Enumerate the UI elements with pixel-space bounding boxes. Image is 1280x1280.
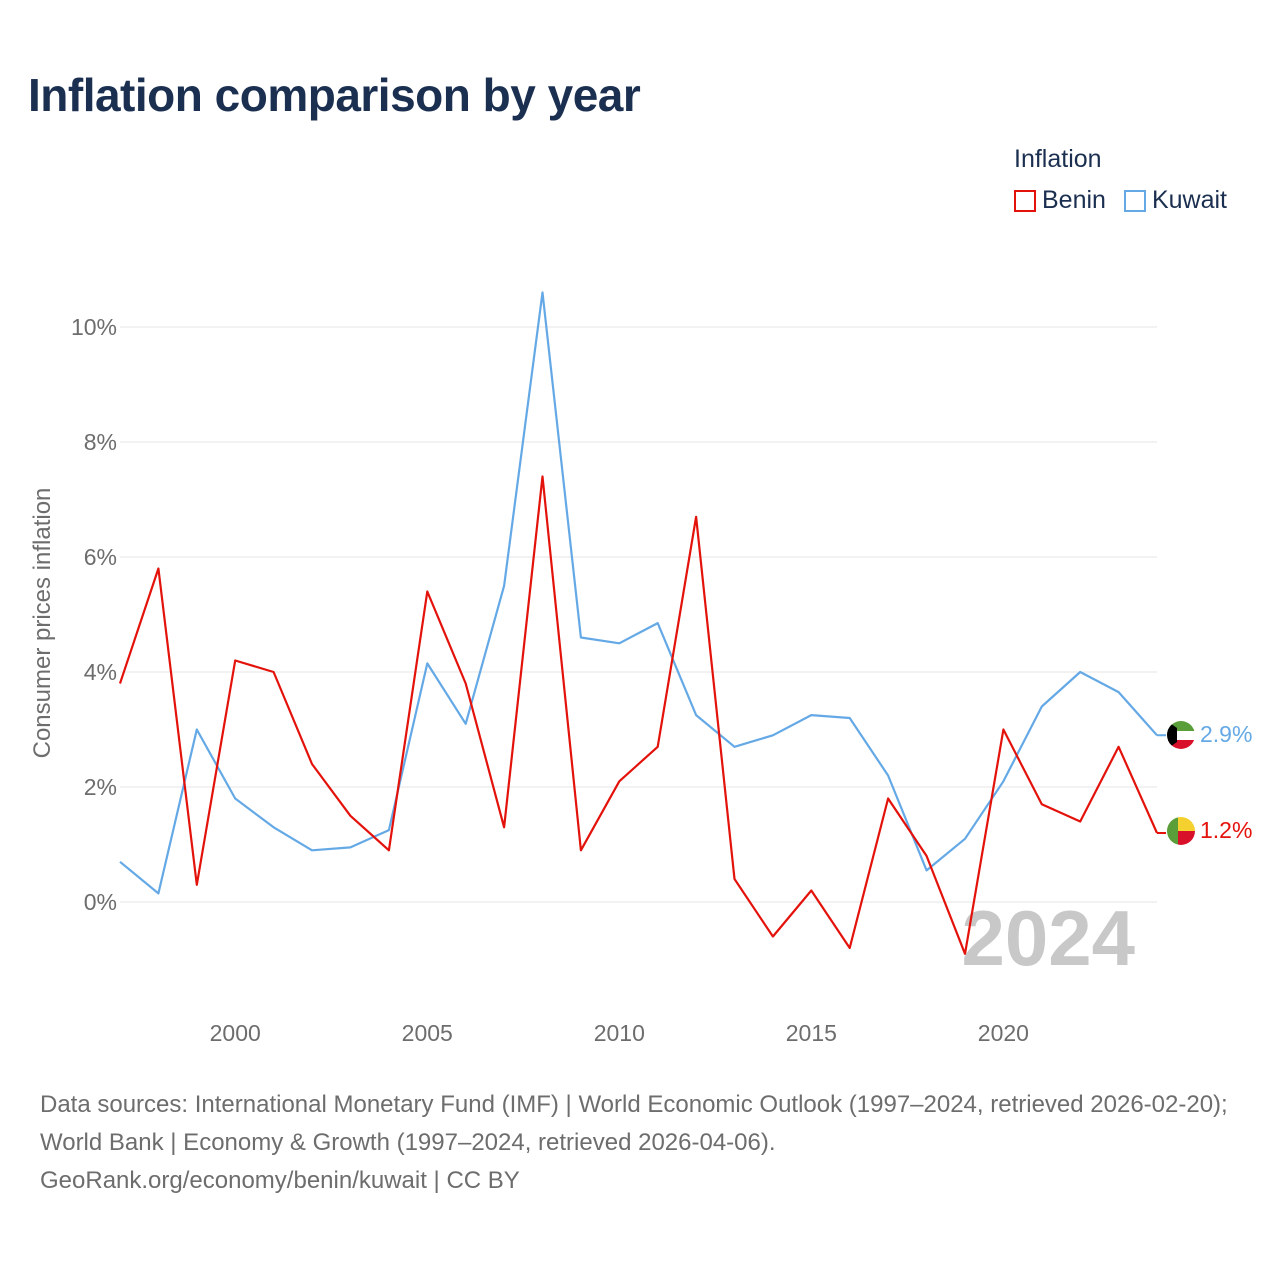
gridlines (120, 326, 1157, 903)
line-chart: 0% 2% 4% 6% 8% 10% 2000 2005 2010 2015 2020 Consu… (29, 291, 1252, 1046)
x-tick-label: 2020 (978, 1020, 1029, 1046)
legend-item-kuwait[interactable]: Kuwait (1123, 186, 1227, 215)
y-axis-ticks: 0% 2% 4% 6% 8% 10% (71, 314, 117, 915)
x-tick-label: 2015 (786, 1020, 837, 1046)
legend: Benin Kuwait (1014, 186, 1227, 215)
x-tick-label: 2005 (402, 1020, 453, 1046)
y-tick-label: 10% (71, 314, 117, 340)
y-axis-label: Consumer prices inflation (29, 488, 56, 759)
y-tick-label: 2% (84, 774, 117, 800)
series-line-kuwait[interactable] (119, 291, 1158, 895)
benin-flag-icon (1167, 817, 1195, 845)
x-axis-ticks: 2000 2005 2010 2015 2020 (210, 1020, 1029, 1046)
x-tick-label: 2010 (594, 1020, 645, 1046)
legend-title: Inflation (1014, 145, 1102, 173)
series-line-benin[interactable] (118, 475, 1159, 955)
legend-swatch-benin (1014, 189, 1036, 212)
legend-label-kuwait: Kuwait (1151, 186, 1227, 214)
kuwait-flag-icon (1167, 721, 1195, 749)
footer: Data sources: International Monetary Fun… (40, 1086, 1250, 1200)
legend-item-benin[interactable]: Benin (1014, 186, 1106, 215)
end-label-benin: 1.2% (1200, 817, 1252, 843)
data-sources-text: Data sources: International Monetary Fun… (40, 1091, 1228, 1156)
y-tick-label: 8% (84, 429, 117, 455)
legend-swatch-kuwait (1123, 189, 1146, 212)
chart-title: Inflation comparison by year (28, 69, 641, 121)
end-label-kuwait: 2.9% (1200, 721, 1252, 747)
y-tick-label: 6% (84, 544, 117, 570)
series-lines (118, 291, 1166, 955)
x-tick-label: 2000 (210, 1020, 261, 1046)
legend-label-benin: Benin (1042, 186, 1106, 214)
y-tick-label: 0% (84, 889, 117, 915)
credit-link[interactable]: GeoRank.org/economy/benin/kuwait | CC BY (40, 1167, 520, 1194)
y-tick-label: 4% (84, 659, 117, 685)
year-watermark: 2024 (961, 894, 1135, 982)
